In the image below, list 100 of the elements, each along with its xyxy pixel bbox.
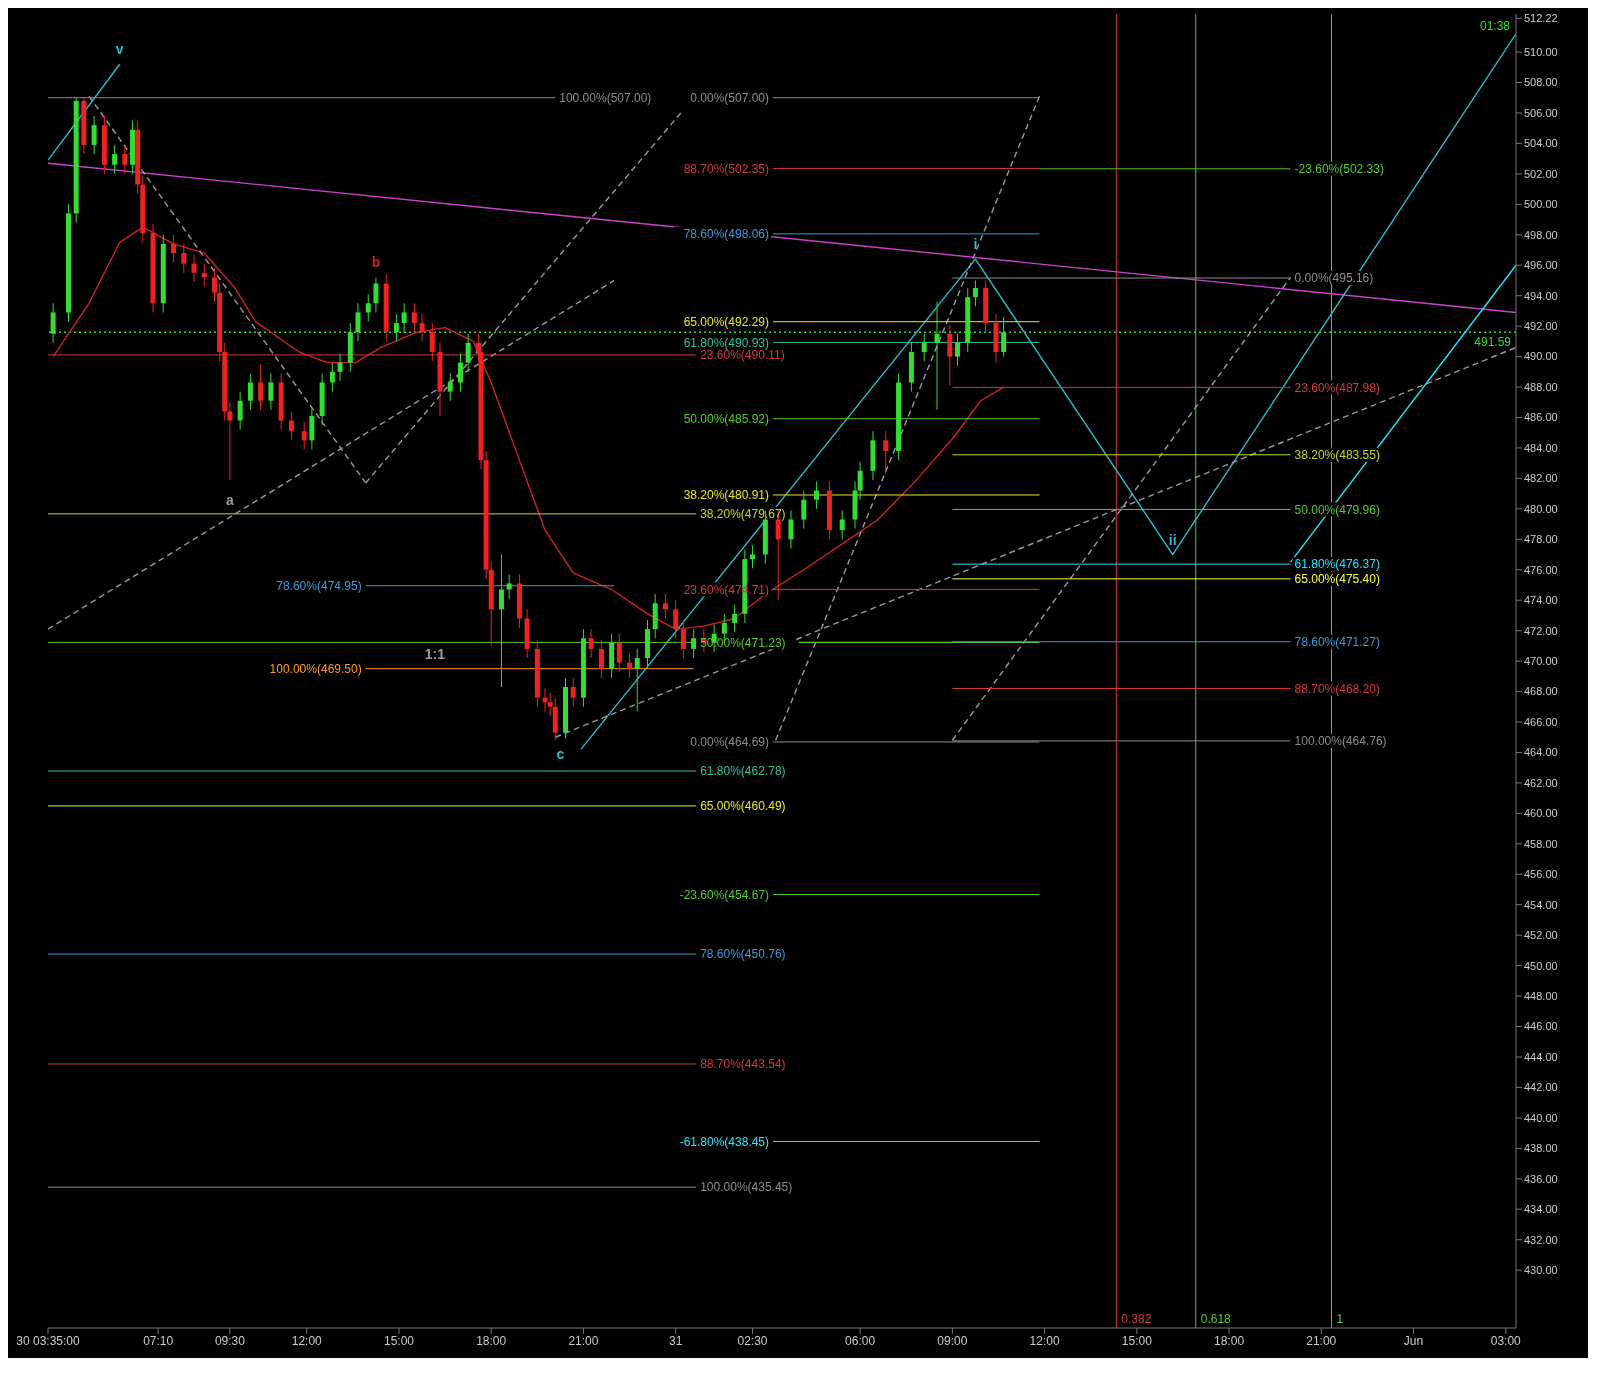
series-label: 88.70%(468.20)	[1294, 681, 1380, 696]
y-tick-label: 432.00	[1524, 1233, 1558, 1246]
y-tick-label: 456.00	[1524, 868, 1558, 881]
y-tick-label: 442.00	[1524, 1081, 1558, 1094]
annotation: i	[973, 236, 978, 253]
annotation: 01:38	[1479, 19, 1511, 33]
series-label: -61.80%(438.45)	[679, 1134, 770, 1149]
series-label: 61.80%(476.37)	[1294, 557, 1380, 572]
y-tick-label: 472.00	[1524, 624, 1558, 637]
y-tick-label: 500.00	[1524, 198, 1558, 211]
y-tick-label: 486.00	[1524, 411, 1558, 424]
annotation: v	[115, 41, 124, 58]
series-label: 88.70%(502.35)	[683, 161, 770, 176]
annotation: c	[556, 746, 565, 763]
y-tick-label: 490.00	[1524, 350, 1558, 363]
series-label: 65.00%(492.29)	[683, 314, 770, 329]
y-tick-label: 474.00	[1524, 594, 1558, 607]
y-tick-label: 458.00	[1524, 837, 1558, 850]
y-tick-label: 448.00	[1524, 989, 1558, 1002]
series-label: 65.00%(460.49)	[700, 799, 786, 814]
x-tick-label: 15:00	[1121, 1333, 1153, 1348]
x-tick-label: 12:00	[1029, 1333, 1060, 1348]
series-label: 78.60%(474.95)	[276, 578, 362, 593]
y-tick-label: 452.00	[1524, 929, 1558, 942]
y-tick-label: 466.00	[1524, 715, 1558, 728]
x-tick-label: 18:00	[1214, 1333, 1245, 1348]
y-tick-label: 508.00	[1524, 76, 1558, 89]
series-label: 100.00%(435.45)	[700, 1180, 793, 1195]
x-tick-label: 18:00	[476, 1333, 507, 1348]
ref-line-label: 0.382	[1121, 1312, 1152, 1326]
series-label: 78.60%(471.27)	[1294, 634, 1380, 649]
ref-line-label: 1	[1336, 1312, 1344, 1326]
y-tick-label: 460.00	[1524, 807, 1558, 820]
series-label: 50.00%(479.96)	[1294, 502, 1380, 517]
y-tick-label: 436.00	[1524, 1172, 1558, 1185]
series-label: 100.00%(469.50)	[269, 661, 362, 676]
ref-line-label: 491.59	[1474, 334, 1512, 349]
y-tick-label: 464.00	[1524, 746, 1558, 759]
y-tick-label: 444.00	[1524, 1050, 1558, 1063]
y-tick-label: 502.00	[1524, 167, 1558, 180]
y-tick-label: 482.00	[1524, 472, 1558, 485]
annotation: b	[371, 254, 381, 271]
series-label: 100.00%(464.76)	[1294, 734, 1387, 749]
x-tick-label: 30 03:35:00	[16, 1333, 81, 1348]
x-tick-label: 06:00	[845, 1333, 876, 1348]
x-tick-label: 12:00	[291, 1333, 323, 1348]
y-tick-label: 430.00	[1524, 1264, 1558, 1277]
y-tick-label: 496.00	[1524, 259, 1558, 272]
series-label: 0.00%(507.00)	[690, 90, 770, 105]
y-tick-label: 506.00	[1524, 106, 1558, 119]
series-label: 61.80%(490.93)	[683, 335, 770, 350]
y-tick-label: 446.00	[1524, 1020, 1558, 1033]
y-tick-label: 512.22	[1524, 12, 1558, 25]
y-tick-label: 434.00	[1524, 1203, 1558, 1216]
series-label: -23.60%(502.33)	[1294, 162, 1384, 177]
ref-line-label: 0.618	[1200, 1312, 1232, 1326]
series-label: 88.70%(443.54)	[700, 1057, 786, 1072]
x-tick-label: 15:00	[383, 1333, 415, 1348]
y-tick-label: 498.00	[1524, 228, 1558, 241]
y-tick-label: 476.00	[1524, 563, 1558, 576]
x-tick-label: Jun	[1403, 1333, 1424, 1348]
y-tick-label: 454.00	[1524, 898, 1558, 911]
y-tick-label: 510.00	[1524, 45, 1558, 58]
y-tick-label: 488.00	[1524, 380, 1558, 393]
x-tick-label: 09:00	[937, 1333, 968, 1348]
y-tick-label: 478.00	[1524, 533, 1558, 546]
y-tick-label: 462.00	[1524, 776, 1558, 789]
y-tick-label: 450.00	[1524, 959, 1558, 972]
x-tick-label: 03:00	[1490, 1333, 1522, 1348]
y-tick-label: 438.00	[1524, 1142, 1558, 1155]
series-label: -23.60%(454.67)	[679, 887, 770, 902]
series-label: 78.60%(450.76)	[700, 947, 786, 962]
x-tick-label: 07:10	[143, 1333, 174, 1348]
series-label: 78.60%(498.06)	[683, 227, 770, 242]
y-tick-label: 480.00	[1524, 502, 1558, 515]
series-label: 23.60%(487.98)	[1294, 380, 1380, 395]
series-label: 61.80%(462.78)	[700, 764, 786, 779]
series-label: 50.00%(485.92)	[683, 411, 770, 426]
y-tick-label: 484.00	[1524, 441, 1558, 454]
series-label: 0.00%(495.16)	[1294, 271, 1374, 286]
y-tick-label: 470.00	[1524, 655, 1558, 668]
y-tick-label: 440.00	[1524, 1111, 1558, 1124]
series-label: 23.60%(490.11)	[700, 348, 785, 363]
series-label: 38.20%(480.91)	[683, 488, 770, 503]
series-label: 0.00%(464.69)	[690, 735, 770, 750]
series-label: 65.00%(475.40)	[1294, 572, 1380, 587]
x-tick-label: 31	[669, 1333, 683, 1348]
annotation: 1:1	[424, 645, 446, 662]
series-label: 100.00%(507.00)	[559, 90, 652, 105]
x-tick-label: 09:30	[214, 1333, 246, 1348]
y-tick-label: 468.00	[1524, 685, 1558, 698]
annotation: a	[226, 491, 234, 508]
y-tick-label: 492.00	[1524, 320, 1558, 333]
y-tick-label: 494.00	[1524, 289, 1558, 302]
series-label: 38.20%(483.55)	[1294, 447, 1380, 462]
x-tick-label: 21:00	[1306, 1333, 1337, 1348]
x-tick-label: 02:30	[737, 1333, 768, 1348]
x-tick-label: 21:00	[568, 1333, 599, 1348]
y-tick-label: 504.00	[1524, 137, 1558, 150]
annotation: ii	[1168, 531, 1177, 548]
